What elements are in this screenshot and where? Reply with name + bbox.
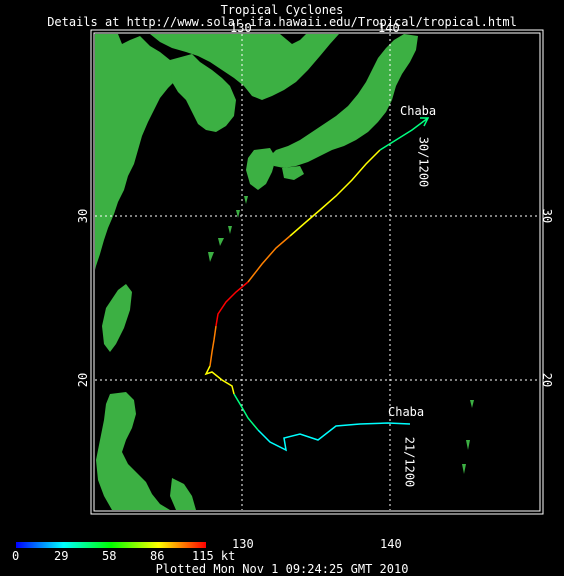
plotted-timestamp: Plotted Mon Nov 1 09:24:25 GMT 2010 [155, 562, 409, 576]
storm-track [204, 117, 430, 452]
colorbar-label-0: 0 [12, 549, 20, 563]
colorbar-label-86: 86 [150, 549, 165, 563]
colorbar-label-115: 115 kt [192, 549, 236, 563]
marianas [462, 400, 474, 474]
colorbar [16, 542, 206, 548]
details-url: Details at http://www.solar.ifa.hawaii.e… [47, 15, 517, 29]
lon-tick-130-top: 130 [230, 21, 252, 35]
storm-date-start: 21/1200 [402, 436, 417, 488]
track-seg-7 [289, 149, 381, 237]
lat-tick-20-right: 20 [540, 372, 555, 388]
russia [150, 34, 339, 100]
storm-name-start: Chaba [388, 405, 425, 419]
graticule [95, 34, 539, 510]
track-end-arrow [420, 117, 430, 127]
map-frame-outer [90, 29, 544, 515]
map-frame [93, 32, 541, 512]
land [95, 34, 474, 510]
lat-tick-30-left: 30 [76, 208, 91, 224]
colorbar-label-58: 58 [102, 549, 117, 563]
colorbar-label-29: 29 [54, 549, 69, 563]
track-seg-3 [204, 365, 235, 395]
storm-date-end: 30/1200 [416, 136, 431, 188]
lon-tick-140-bottom: 140 [380, 537, 402, 551]
track-seg-4 [209, 325, 217, 367]
ryukyu [208, 196, 248, 262]
lat-tick-20-left: 20 [76, 372, 91, 388]
track-seg-8 [379, 117, 429, 151]
japan [268, 34, 418, 168]
kyushu [246, 148, 276, 190]
luzon [96, 392, 170, 510]
lon-tick-130-bottom: 130 [232, 537, 254, 551]
chart-title: Tropical Cyclones [220, 3, 344, 17]
lat-tick-30-right: 30 [540, 208, 555, 224]
track-seg-6 [247, 235, 291, 283]
shikoku [282, 166, 304, 180]
taiwan [102, 284, 132, 352]
china-coast [95, 34, 178, 270]
track-seg-2 [233, 393, 259, 431]
storm-name-end: Chaba [400, 104, 437, 118]
visayas [170, 478, 196, 510]
lon-tick-140-top: 140 [378, 21, 400, 35]
track-seg-5 [215, 281, 249, 327]
track-seg-1 [257, 422, 411, 452]
korea [170, 54, 236, 132]
